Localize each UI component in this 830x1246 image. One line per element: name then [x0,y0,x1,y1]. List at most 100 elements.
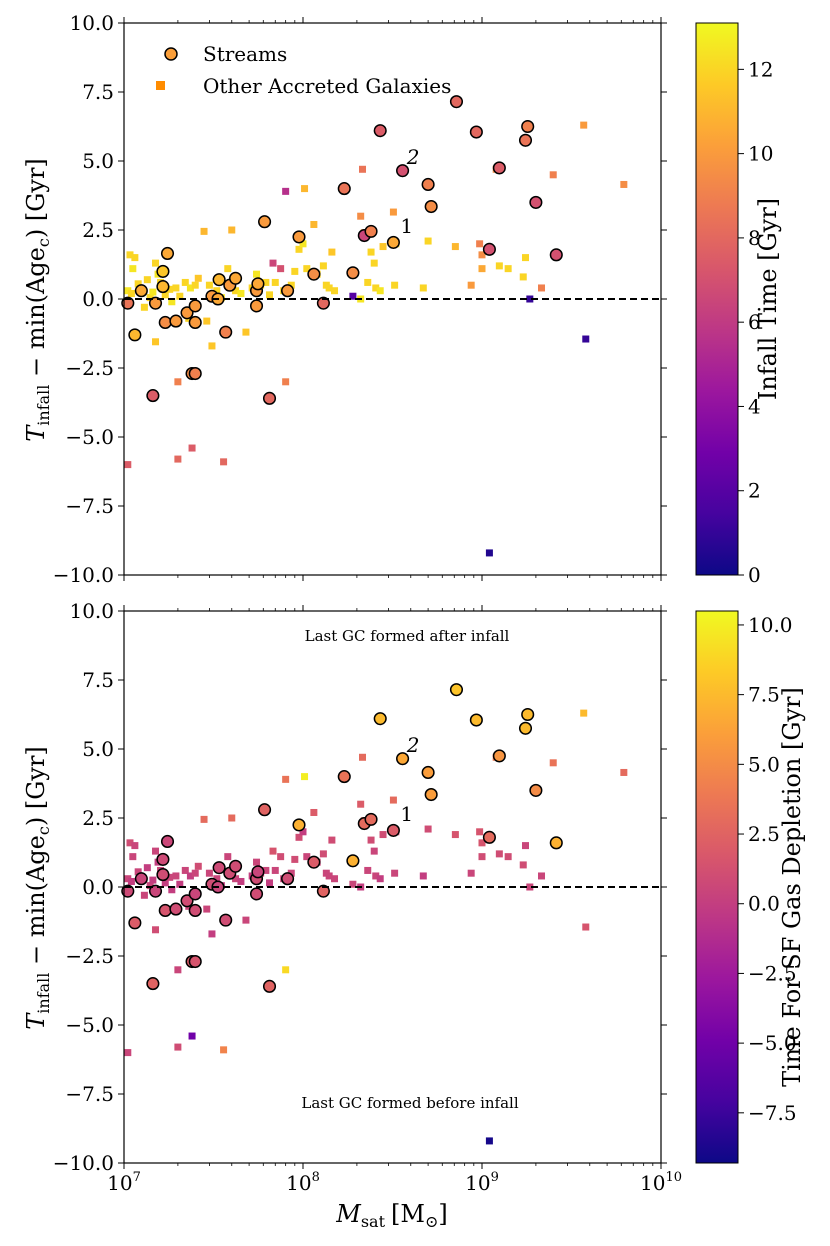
other-galaxy-marker [213,287,221,295]
other-galaxy-marker [485,1137,493,1145]
y-tick-label: 5.0 [82,149,114,173]
other-galaxy-marker [228,226,236,234]
y-tick-label: 5.0 [82,737,114,761]
stream-marker [262,979,277,993]
legend-other-marker [156,81,165,90]
bottom-x-ticks: 107 108 109 1010 [107,605,682,1195]
stream-marker [421,177,435,192]
other-galaxy-marker [331,287,339,295]
stream-marker [518,721,533,735]
top-annotation-1: 1 [400,214,413,238]
bottom-panel: −10.0−7.5−5.0−2.50.02.55.07.510.0 107 108… [22,599,806,1231]
other-galaxy-marker [134,868,142,876]
other-galaxy-marker [143,276,151,284]
other-galaxy-marker [140,303,148,311]
other-galaxy-marker [129,265,137,273]
other-galaxy-marker [205,281,213,289]
stream-marker [229,859,243,873]
other-galaxy-marker [485,549,493,557]
other-galaxy-marker [467,869,475,877]
other-galaxy-marker [242,916,250,924]
other-galaxy-marker [367,248,375,256]
other-galaxy-marker [269,847,277,855]
stream-marker [281,284,295,298]
other-galaxy-marker [282,187,290,195]
other-galaxy-marker [357,212,365,220]
other-galaxy-marker [124,1049,132,1057]
other-galaxy-marker [467,281,475,289]
bottom-y-axis-label: Tinfall − min(Agec) [Gyr] [22,746,53,1030]
other-galaxy-marker [200,227,208,235]
other-galaxy-marker [262,866,270,874]
stream-marker [521,119,535,134]
other-galaxy-marker [299,828,307,836]
other-galaxy-marker [519,273,527,281]
bottom-colorbar-label: Time For SF Gas Depletion [Gyr] [778,687,806,1087]
stream-marker [169,314,183,328]
other-galaxy-marker [131,254,139,262]
other-galaxy-marker [271,278,279,286]
other-galaxy-marker [172,284,180,292]
other-galaxy-marker [149,876,157,884]
x-tick-label: 108 [286,1170,320,1195]
other-galaxy-marker [191,869,199,877]
other-galaxy-marker [168,298,176,306]
other-galaxy-marker [522,254,530,262]
colorbar-tick-label: 10 [748,142,773,166]
stream-marker [529,783,543,797]
stream-marker [188,299,202,313]
other-galaxy-marker [224,853,232,861]
other-galaxy-marker [191,281,199,289]
top-annotation-2: 2 [406,145,420,169]
other-galaxy-marker [580,121,588,129]
other-galaxy-marker [391,869,399,877]
other-galaxy-marker [364,278,372,286]
other-galaxy-marker [253,858,261,866]
stream-marker [121,884,135,898]
other-galaxy-marker [325,872,333,880]
other-galaxy-marker [620,768,628,776]
stream-marker [386,235,400,249]
colorbar-tick-label: 0.0 [748,892,780,916]
other-galaxy-marker [205,869,213,877]
stream-marker [212,273,226,287]
stream-marker [482,830,496,844]
other-galaxy-marker [478,853,486,861]
other-galaxy-marker [152,338,160,346]
other-galaxy-marker [357,800,365,808]
top-colorbar-label: Infall Time [Gyr] [754,198,782,400]
other-galaxy-marker [291,855,299,863]
other-galaxy-marker [269,259,277,267]
stream-marker [188,887,202,901]
other-galaxy-marker [476,240,484,248]
other-galaxy-marker [188,1032,196,1040]
stream-marker [492,161,506,175]
x-tick-label: 107 [107,1170,141,1195]
stream-marker [386,823,400,837]
other-galaxy-marker [376,875,384,883]
x-tick-label: 109 [465,1170,499,1195]
top-y-ticks: −10.0 −7.5 −5.0 −2.5 0.0 2.5 5.0 7.5 10.0 [53,11,667,587]
other-galaxy-marker [161,879,169,887]
other-galaxy-marker [166,873,174,881]
colorbar-tick-label: −5.0 [748,1031,797,1055]
other-galaxy-marker [495,850,503,858]
bottom-annotation-2: 2 [406,733,420,757]
stream-marker [158,315,172,330]
other-galaxy-marker [451,243,459,251]
stream-marker [307,267,321,281]
stream-marker [292,230,306,244]
other-galaxy-marker [538,872,546,880]
other-galaxy-marker [379,831,387,839]
other-galaxy-marker [146,882,154,890]
other-galaxy-marker [526,883,534,891]
other-galaxy-marker [152,926,160,934]
other-galaxy-marker [301,773,309,781]
other-galaxy-marker [526,295,534,303]
other-galaxy-marker [200,815,208,823]
other-galaxy-marker [376,287,384,295]
other-galaxy-marker [451,831,459,839]
y-tick-label: −10.0 [53,1151,114,1175]
other-galaxy-marker [232,875,240,883]
stream-marker [180,894,194,908]
